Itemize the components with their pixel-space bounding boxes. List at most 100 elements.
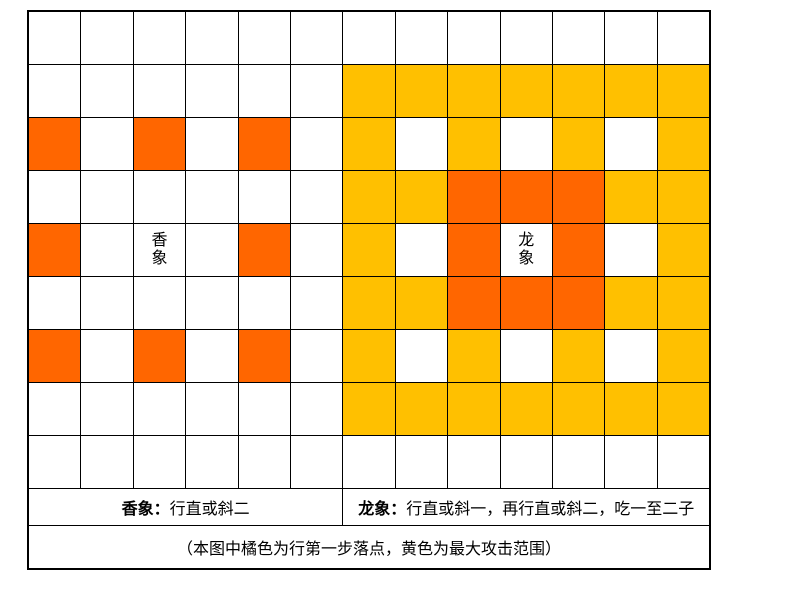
caption-long: 龙象： 行直或斜一，再行直或斜二，吃一至二子 xyxy=(343,489,710,525)
board-cell xyxy=(290,436,343,488)
board-cell xyxy=(29,383,81,435)
attack-range-cell xyxy=(343,65,395,117)
board-cell xyxy=(81,224,133,276)
attack-range-cell xyxy=(552,118,605,170)
board-cell xyxy=(133,383,186,435)
board-cell xyxy=(29,171,81,223)
first-step-cell xyxy=(29,330,81,382)
board-cell xyxy=(605,436,657,488)
first-step-cell xyxy=(29,224,81,276)
board-cell xyxy=(186,277,238,329)
attack-range-cell xyxy=(448,65,500,117)
attack-range-cell xyxy=(657,330,710,382)
first-step-cell xyxy=(238,224,290,276)
board-cell xyxy=(186,330,238,382)
board-cell xyxy=(29,12,81,64)
board-cell xyxy=(186,118,238,170)
board-cell xyxy=(290,383,343,435)
attack-range-cell xyxy=(605,65,657,117)
first-step-cell xyxy=(500,277,552,329)
board-cell xyxy=(81,383,133,435)
board-cell xyxy=(448,436,500,488)
board-cell xyxy=(29,436,81,488)
attack-range-cell xyxy=(343,224,395,276)
attack-range-cell xyxy=(657,383,710,435)
attack-range-cell xyxy=(657,65,710,117)
first-step-cell xyxy=(238,118,290,170)
attack-range-cell xyxy=(343,118,395,170)
board-cell xyxy=(81,330,133,382)
board-cell xyxy=(448,12,500,64)
board-cell xyxy=(186,171,238,223)
board-cell xyxy=(133,436,186,488)
board-cell xyxy=(605,118,657,170)
attack-range-cell xyxy=(395,277,448,329)
attack-range-cell xyxy=(500,383,552,435)
first-step-cell xyxy=(448,277,500,329)
board-cell xyxy=(500,330,552,382)
attack-range-cell xyxy=(657,118,710,170)
board-cell xyxy=(605,330,657,382)
board-cell xyxy=(552,436,605,488)
board-cell xyxy=(133,171,186,223)
attack-range-cell xyxy=(605,277,657,329)
attack-range-cell xyxy=(395,65,448,117)
attack-range-cell xyxy=(395,171,448,223)
attack-range-cell xyxy=(448,383,500,435)
attack-range-cell xyxy=(448,330,500,382)
elephant-move-table: 香象 龙象 香象： 行直或斜二 龙象： 行直或斜一，再行直或斜二，吃一至二子 （本图中… xyxy=(27,10,712,570)
board-cell xyxy=(657,436,710,488)
first-step-cell xyxy=(448,171,500,223)
board-cell xyxy=(500,436,552,488)
footnote-text: （本图中橘色为行第一步落点，黄色为最大攻击范围） xyxy=(177,541,562,558)
attack-range-cell xyxy=(657,277,710,329)
board-cell xyxy=(290,118,343,170)
board-cell xyxy=(133,65,186,117)
board-cell xyxy=(290,277,343,329)
board-cell xyxy=(395,330,448,382)
attack-range-cell xyxy=(657,171,710,223)
board-cell xyxy=(238,436,290,488)
board-cell xyxy=(238,12,290,64)
first-step-cell xyxy=(552,277,605,329)
caption-xiang: 香象： 行直或斜二 xyxy=(29,489,343,525)
attack-range-cell xyxy=(343,383,395,435)
attack-range-cell xyxy=(500,65,552,117)
board-cell xyxy=(290,171,343,223)
first-step-cell xyxy=(500,171,552,223)
attack-range-cell xyxy=(657,224,710,276)
first-step-cell xyxy=(552,171,605,223)
attack-range-cell xyxy=(605,171,657,223)
board-cell xyxy=(186,224,238,276)
xiang-caption-label: 香象： xyxy=(121,501,170,518)
first-step-cell xyxy=(133,330,186,382)
attack-range-cell xyxy=(343,277,395,329)
board-cell xyxy=(395,12,448,64)
board-cell xyxy=(186,12,238,64)
first-step-cell xyxy=(29,118,81,170)
board-cell xyxy=(81,12,133,64)
board-cell xyxy=(500,12,552,64)
attack-range-cell xyxy=(552,330,605,382)
board-cell xyxy=(81,118,133,170)
long-caption-label: 龙象： xyxy=(358,501,407,518)
board-cell xyxy=(238,277,290,329)
board-cell xyxy=(29,65,81,117)
board-cell xyxy=(133,277,186,329)
long-piece-cell: 龙象 xyxy=(500,224,552,276)
board-cell xyxy=(81,436,133,488)
xiang-caption-desc: 行直或斜二 xyxy=(169,501,250,518)
board-cell xyxy=(552,12,605,64)
first-step-cell xyxy=(133,118,186,170)
board-cell xyxy=(395,118,448,170)
board-cell xyxy=(395,436,448,488)
xiang-piece-cell: 香象 xyxy=(133,224,186,276)
attack-range-cell xyxy=(395,383,448,435)
board-cell xyxy=(186,65,238,117)
xiang-piece-label: 香象 xyxy=(151,232,168,267)
board-cell xyxy=(186,436,238,488)
first-step-cell xyxy=(552,224,605,276)
board-cell xyxy=(81,65,133,117)
board-cell xyxy=(290,12,343,64)
caption-footnote: （本图中橘色为行第一步落点，黄色为最大攻击范围） xyxy=(29,526,710,568)
